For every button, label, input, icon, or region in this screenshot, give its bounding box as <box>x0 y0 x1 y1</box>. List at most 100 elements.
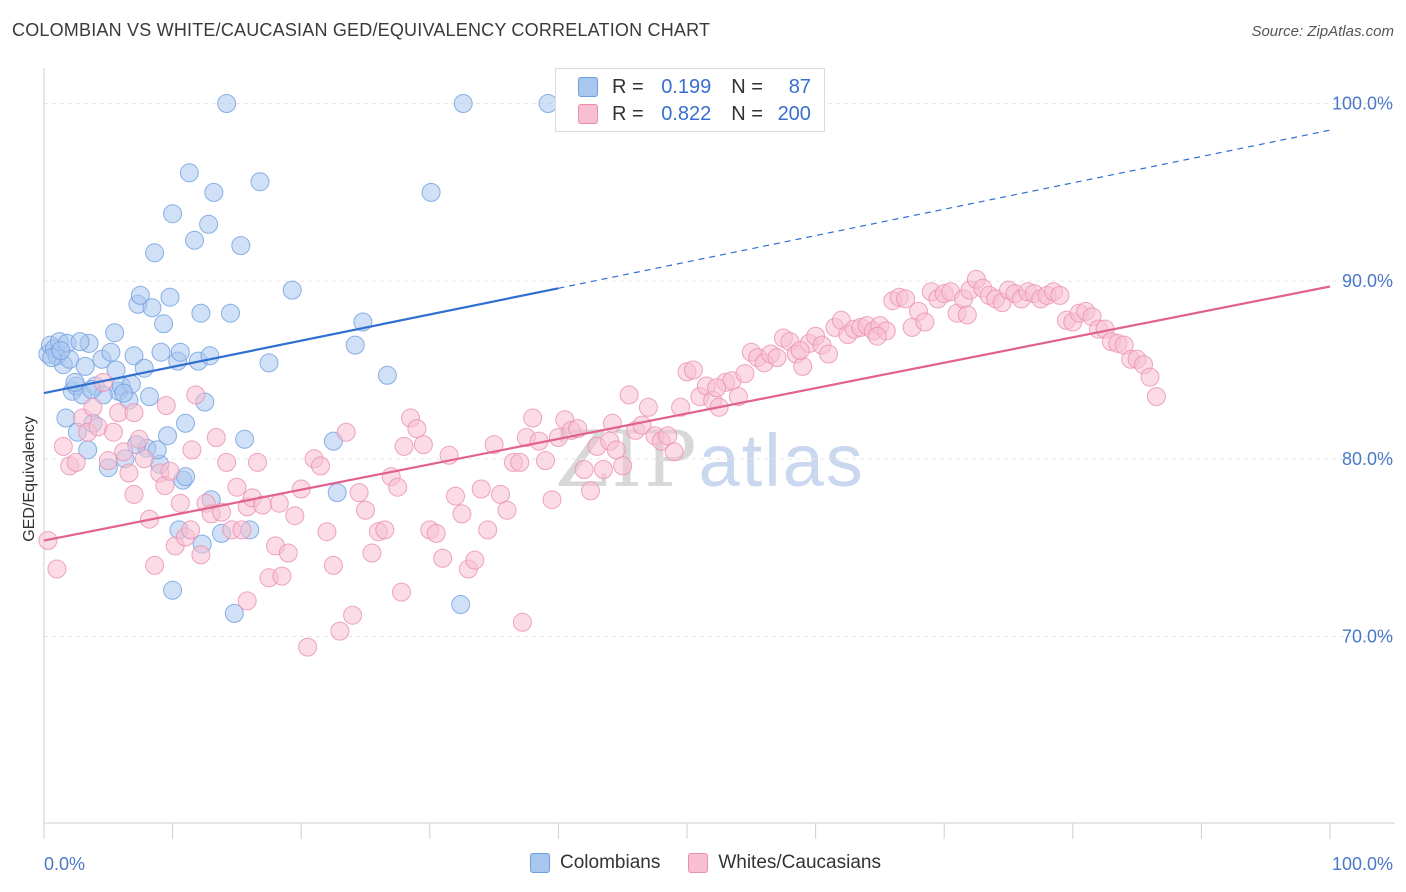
trend-lines <box>43 129 1331 542</box>
point-whites <box>156 396 176 415</box>
legend-r-value: 0.822 <box>661 102 712 125</box>
point-whites <box>491 484 510 504</box>
point-whites <box>1050 285 1070 305</box>
point-whites <box>330 621 350 641</box>
point-whites <box>426 523 446 543</box>
point-whites <box>735 364 755 384</box>
point-whites <box>114 442 134 462</box>
point-whites <box>478 520 498 540</box>
point-colombians <box>105 323 125 343</box>
point-whites <box>568 419 588 439</box>
point-colombians <box>70 332 90 352</box>
point-whites <box>619 385 639 405</box>
legend-row-colombians: R = 0.199 N = 87 <box>578 76 811 98</box>
point-whites <box>362 543 382 563</box>
point-whites <box>53 436 73 456</box>
bottom-legend: Colombians Whites/Caucasians <box>530 852 909 874</box>
point-colombians <box>158 426 177 446</box>
point-colombians <box>56 408 76 428</box>
point-whites <box>413 435 433 455</box>
point-whites <box>336 422 356 442</box>
point-colombians <box>114 383 134 403</box>
point-whites <box>497 500 517 520</box>
point-colombians <box>282 280 302 300</box>
data-points <box>38 94 1166 657</box>
point-colombians <box>179 163 199 183</box>
point-whites <box>574 460 594 479</box>
point-colombians <box>259 353 279 373</box>
point-whites <box>793 356 813 376</box>
point-whites <box>790 341 810 360</box>
legend-swatch-colombians <box>578 77 598 97</box>
legend-swatch-whites <box>578 104 598 124</box>
point-whites <box>134 449 154 469</box>
point-whites <box>728 387 748 407</box>
point-colombians <box>170 342 190 362</box>
point-whites <box>683 360 703 380</box>
point-whites <box>867 326 887 346</box>
point-whites <box>323 555 343 575</box>
bottom-legend-label-colombians: Colombians <box>560 852 661 873</box>
point-whites <box>915 312 935 332</box>
point-whites <box>272 566 292 586</box>
point-colombians <box>345 335 365 355</box>
tick-labels: 100.0% 90.0% 80.0% 70.0% 0.0% 100.0% <box>44 94 1393 874</box>
point-whites <box>269 493 289 513</box>
point-colombians <box>154 314 174 334</box>
point-whites <box>317 522 337 542</box>
point-whites <box>671 397 691 417</box>
point-whites <box>512 612 532 632</box>
point-colombians <box>421 182 441 202</box>
point-whites <box>658 426 678 446</box>
point-whites <box>212 502 231 522</box>
legend-r-label: R = <box>612 75 644 98</box>
point-whites <box>181 520 201 540</box>
point-whites <box>83 397 103 417</box>
point-whites <box>394 436 414 456</box>
point-colombians <box>130 285 150 305</box>
bottom-legend-swatch-whites <box>688 853 709 873</box>
legend-r-label: R = <box>612 102 644 125</box>
legend-n-label: N = <box>731 75 763 98</box>
point-whites <box>356 500 375 520</box>
point-whites <box>392 582 411 602</box>
legend-r-value: 0.199 <box>661 75 712 98</box>
point-whites <box>446 486 465 506</box>
point-whites <box>298 637 318 657</box>
point-colombians <box>140 387 159 407</box>
point-whites <box>285 506 305 526</box>
point-whites <box>433 548 453 568</box>
legend-n-value: 87 <box>788 75 811 98</box>
point-whites <box>664 442 684 462</box>
point-whites <box>227 477 247 497</box>
point-whites <box>896 289 916 309</box>
point-whites <box>510 452 530 472</box>
point-whites <box>471 479 491 499</box>
point-whites <box>182 440 202 460</box>
point-whites <box>536 451 555 471</box>
bottom-legend-label-whites: Whites/Caucasians <box>718 852 881 873</box>
point-whites <box>1140 367 1160 387</box>
trend-line-whites <box>43 285 1331 542</box>
point-whites <box>98 451 118 471</box>
point-colombians <box>142 298 162 318</box>
point-colombians <box>163 580 183 600</box>
point-whites <box>103 422 123 442</box>
trend-line-colombians-extension <box>558 129 1331 289</box>
point-whites <box>606 440 626 460</box>
point-whites <box>638 397 658 417</box>
point-colombians <box>453 94 473 113</box>
point-whites <box>707 378 727 398</box>
point-whites <box>206 428 226 447</box>
point-colombians <box>75 356 95 376</box>
point-whites <box>388 477 408 497</box>
point-colombians <box>377 365 397 385</box>
point-colombians <box>163 204 183 224</box>
x-tick-label-min: 0.0% <box>44 854 85 874</box>
point-colombians <box>451 595 471 614</box>
point-whites <box>124 403 144 423</box>
y-tick-label: 90.0% <box>1342 271 1393 291</box>
legend-row-whites: R = 0.822 N = 200 <box>578 103 811 125</box>
point-colombians <box>231 236 251 256</box>
